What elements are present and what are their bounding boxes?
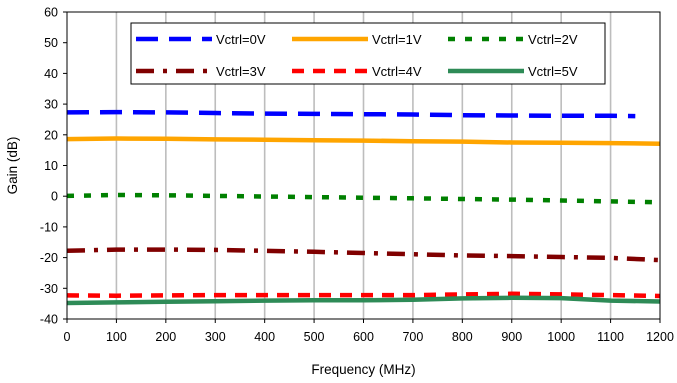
y-tick-label: 30 xyxy=(44,98,58,112)
series-line-3 xyxy=(66,247,661,263)
x-tick-label: 700 xyxy=(402,330,423,344)
legend-label-3: Vctrl=3V xyxy=(216,64,266,79)
x-tick-label: 200 xyxy=(155,330,176,344)
legend-label-2: Vctrl=2V xyxy=(528,32,578,47)
x-axis-title: Frequency (MHz) xyxy=(311,362,415,377)
legend-box xyxy=(130,22,606,85)
y-tick-label: 50 xyxy=(44,36,58,50)
series-line-5 xyxy=(66,295,661,306)
y-axis-ticks: -40 -30 -20 -10 0 10 20 30 40 50 60 xyxy=(40,6,67,327)
y-tick-label: -20 xyxy=(40,251,58,265)
legend-label-1: Vctrl=1V xyxy=(372,32,422,47)
x-tick-label: 800 xyxy=(452,330,473,344)
x-axis-ticks: 0 100 200 300 400 500 600 700 800 900 1000 1100 1200 xyxy=(64,319,674,344)
legend-label-4: Vctrl=4V xyxy=(372,64,422,79)
x-tick-label: 1200 xyxy=(646,330,674,344)
x-tick-label: 500 xyxy=(304,330,325,344)
series-line-2 xyxy=(66,192,661,205)
legend-label-5: Vctrl=5V xyxy=(528,64,578,79)
legend-label-0: Vctrl=0V xyxy=(216,32,266,47)
x-tick-label: 400 xyxy=(254,330,275,344)
series-group xyxy=(66,109,661,306)
y-tick-label: 0 xyxy=(51,190,58,204)
x-tick-label: 100 xyxy=(106,330,127,344)
legend: Vctrl=0V Vctrl=1V Vctrl=2V Vctrl=3V Vctrl=4V… xyxy=(130,22,606,85)
y-tick-label: 60 xyxy=(44,6,58,20)
y-tick-label: -30 xyxy=(40,282,58,296)
y-tick-label: -40 xyxy=(40,313,58,327)
y-tick-label: -10 xyxy=(40,220,58,234)
y-tick-label: 20 xyxy=(44,128,58,142)
x-tick-label: 300 xyxy=(205,330,226,344)
x-tick-label: 600 xyxy=(353,330,374,344)
x-tick-label: 1000 xyxy=(547,330,575,344)
series-line-4 xyxy=(66,291,661,299)
y-tick-label: 40 xyxy=(44,67,58,81)
y-tick-label: 10 xyxy=(44,159,58,173)
series-line-1 xyxy=(66,136,661,146)
x-tick-label: 900 xyxy=(501,330,522,344)
y-axis-title: Gain (dB) xyxy=(5,137,20,195)
x-tick-label: 0 xyxy=(64,330,71,344)
x-tick-label: 1100 xyxy=(597,330,624,344)
